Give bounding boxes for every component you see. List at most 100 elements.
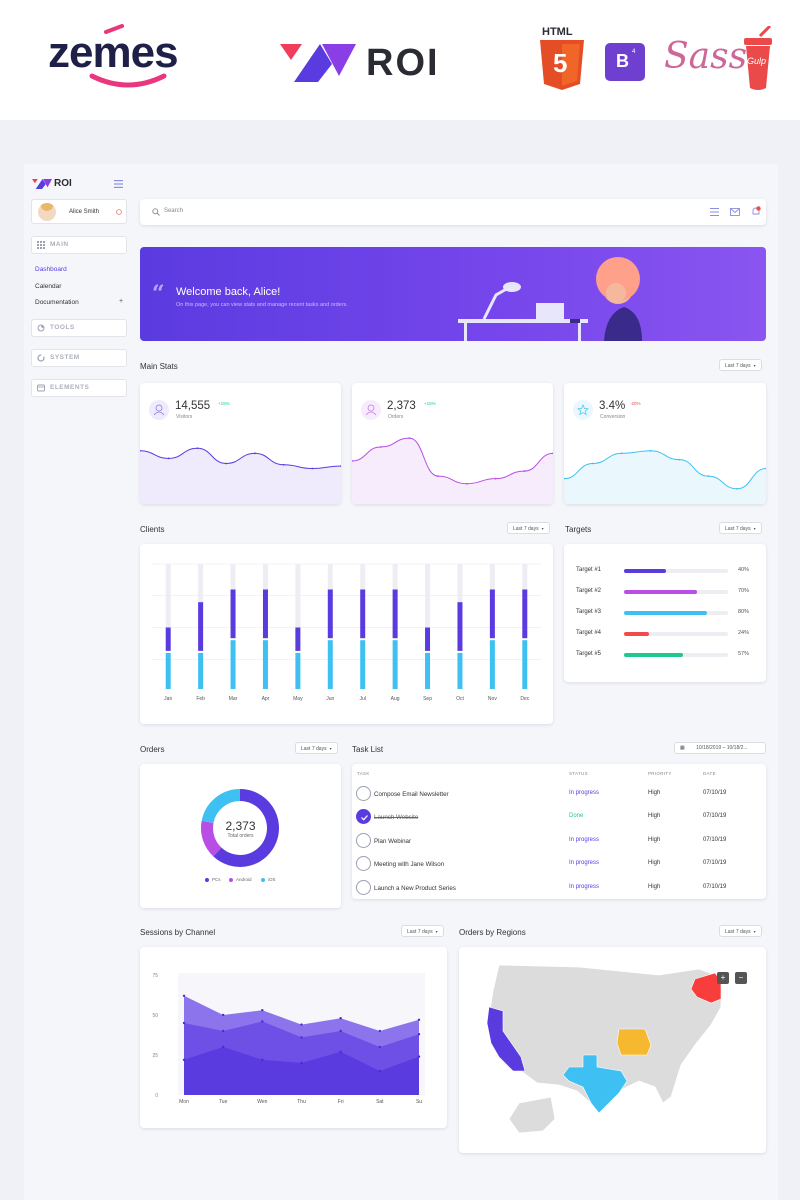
html-label: HTML <box>542 26 573 38</box>
sparkline-point <box>379 446 382 448</box>
zemes-wordmark: zemes <box>48 28 179 77</box>
task-date: 07/10/19 <box>703 813 727 820</box>
orders-range-select[interactable]: Last 7 days ▾ <box>295 742 338 754</box>
table-row[interactable]: Launch Website Done High 07/10/19 <box>352 806 766 829</box>
area-point <box>221 1013 225 1017</box>
map-zoom-out-button[interactable]: − <box>735 972 747 984</box>
bar-segment <box>230 589 236 639</box>
table-row[interactable]: Plan Webinar In progress High 07/10/19 <box>352 830 766 853</box>
sidebar-section-system[interactable]: SYSTEM <box>31 349 127 367</box>
sidebar-section-main[interactable]: MAIN <box>31 236 127 254</box>
logout-icon[interactable] <box>116 209 122 215</box>
targets-title: Targets <box>565 525 592 534</box>
brand-banner: zemes ROI HTML 5 B 4 Sass <box>0 0 800 120</box>
target-percent: 40% <box>738 567 750 573</box>
target-progress-fill <box>624 569 666 573</box>
bar-segment <box>262 564 268 590</box>
target-progress-track <box>624 569 728 573</box>
welcome-illustration <box>458 257 642 341</box>
bar-segment <box>230 640 236 689</box>
sessions-range-select[interactable]: Last 7 days ▾ <box>401 925 444 937</box>
target-row: Target #4 24% <box>576 630 756 640</box>
target-label: Target #1 <box>576 567 602 573</box>
html5-number: 5 <box>553 48 568 78</box>
menu-icon[interactable] <box>710 208 719 216</box>
welcome-banner: “ Welcome back, Alice! On this page, you… <box>140 247 766 341</box>
sidebar-item-dashboard[interactable]: Dashboard <box>35 266 67 273</box>
orders-total-value: 2,373 <box>225 819 256 833</box>
visitors-value: 14,555 <box>175 400 211 412</box>
gulp-logo: Gulp <box>740 26 776 92</box>
visitors-sparkline <box>140 447 341 504</box>
task-checkbox[interactable] <box>356 786 371 801</box>
sparkline-point <box>591 462 594 465</box>
legend-label-android: Android <box>236 877 252 882</box>
target-percent: 70% <box>738 588 750 594</box>
task-checkbox[interactable] <box>356 856 371 872</box>
legend-dot-android <box>229 878 233 882</box>
zemes-smile-icon <box>89 73 167 88</box>
bar-segment <box>165 564 171 628</box>
map-zoom-in-button[interactable]: + <box>717 972 729 984</box>
table-row[interactable]: Meeting with Jane Wilson In progress High 0… <box>352 853 766 876</box>
area-point <box>261 1009 264 1012</box>
task-checkbox[interactable] <box>356 809 371 825</box>
sidebar-item-calendar[interactable]: Calendar <box>35 283 62 290</box>
target-label: Target #4 <box>576 630 602 636</box>
regions-title: Orders by Regions <box>459 928 526 937</box>
target-progress-fill <box>624 632 649 636</box>
bootstrap-letter: B <box>616 51 629 71</box>
bar-segment <box>522 564 528 590</box>
table-row[interactable]: Compose Email Newsletter In progress High 0… <box>352 783 766 806</box>
orders-title: Orders <box>140 745 165 754</box>
task-priority: High <box>648 883 661 890</box>
sparkline-point <box>465 482 468 485</box>
search-input[interactable]: Search <box>164 208 184 214</box>
sidebar-section-elements[interactable]: ELEMENTS <box>31 379 127 397</box>
state-missouri <box>616 1028 652 1056</box>
x-tick-label: Aug <box>391 696 400 702</box>
sidebar-logo-icon <box>32 179 52 189</box>
target-row: Target #2 70% <box>576 588 756 598</box>
documentation-expand-icon[interactable]: + <box>119 298 124 305</box>
x-tick-label: Feb <box>196 696 205 702</box>
user-card[interactable]: Alice Smith <box>31 199 127 224</box>
y-tick-label: 0 <box>155 1093 158 1099</box>
mail-icon[interactable] <box>730 208 740 216</box>
task-checkbox[interactable] <box>356 879 371 895</box>
task-checkbox[interactable] <box>356 832 371 848</box>
orders-card: 2,373 Total orders PCs Android iOS <box>140 764 341 908</box>
area-point <box>261 1020 264 1023</box>
sidebar-section-tools[interactable]: TOOLS <box>31 319 127 337</box>
zemes-logo: zemes <box>48 24 208 98</box>
sidebar-toggle-icon[interactable] <box>114 180 123 188</box>
targets-range-select[interactable]: Last 7 days ▾ <box>719 522 762 534</box>
sparkline-point <box>678 458 681 461</box>
task-date-range-picker[interactable]: ▦ 10/18/2019 – 10/18/2... <box>674 742 766 754</box>
sidebar-item-documentation[interactable]: Documentation <box>35 299 79 306</box>
orders-user-icon <box>361 400 381 420</box>
task-header-priority: PRIORITY <box>648 771 672 776</box>
clients-title: Clients <box>140 525 165 534</box>
area-point <box>378 1069 382 1073</box>
task-name: Plan Webinar <box>374 837 412 845</box>
visitors-label: Visitors <box>176 414 193 420</box>
target-row: Target #3 80% <box>576 609 756 619</box>
task-name: Meeting with Jane Wilson <box>374 861 445 869</box>
regions-range-select[interactable]: Last 7 days ▾ <box>719 925 762 937</box>
area-point <box>339 1017 342 1020</box>
table-row[interactable]: Launch a New Product Series In progress Hi… <box>352 877 766 900</box>
grid-icon <box>37 241 45 249</box>
target-progress-fill <box>624 590 697 594</box>
main-stats-range-select[interactable]: Last 7 days ▾ <box>719 359 762 371</box>
bell-icon[interactable] <box>751 206 761 217</box>
gulp-text: Gulp <box>747 56 767 66</box>
sparkline-point <box>167 457 170 460</box>
clients-range-select[interactable]: Last 7 days ▾ <box>507 522 550 534</box>
sparkline-area <box>564 450 766 504</box>
x-tick-label: Mon <box>179 1099 189 1105</box>
conversion-change: -20% <box>630 401 641 406</box>
area-point <box>339 1050 342 1053</box>
tools-icon <box>37 324 45 332</box>
orders-range-label: Last 7 days <box>301 746 327 752</box>
